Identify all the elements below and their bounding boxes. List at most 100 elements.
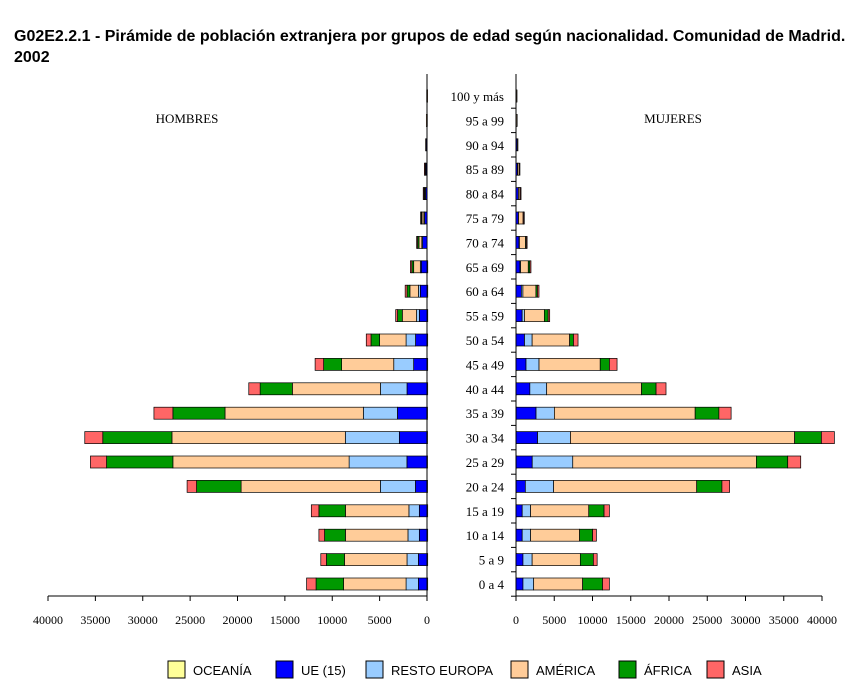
legend-swatch bbox=[618, 660, 637, 679]
hombres-bar-segment bbox=[407, 528, 420, 542]
hombres-bar-segment bbox=[413, 358, 428, 371]
hombres-bar-segment bbox=[315, 577, 344, 591]
age-group-label: 90 a 94 bbox=[466, 138, 505, 153]
x-tick-label: 15000 bbox=[616, 613, 646, 627]
mujeres-bar-segment bbox=[523, 211, 525, 225]
hombres-bar-segment bbox=[408, 504, 420, 518]
hombres-bar-segment bbox=[318, 504, 346, 518]
mujeres-bar-segment bbox=[603, 504, 610, 518]
hombres-bar-segment bbox=[259, 382, 293, 396]
mujeres-bar-segment bbox=[515, 260, 521, 274]
mujeres-bar-segment bbox=[515, 455, 533, 469]
legend-swatch bbox=[275, 660, 294, 679]
mujeres-bar-segment bbox=[530, 504, 590, 518]
mujeres-bar-segment bbox=[609, 358, 618, 371]
age-group-label: 15 a 19 bbox=[466, 504, 504, 519]
hombres-bar-segment bbox=[362, 406, 398, 420]
mujeres-bar-segment bbox=[515, 382, 531, 396]
hombres-bar-segment bbox=[172, 406, 226, 420]
hombres-bar-segment bbox=[344, 431, 400, 444]
age-group-label: 65 a 69 bbox=[466, 260, 504, 275]
hombres-bar-segment bbox=[365, 333, 372, 347]
mujeres-bar-segment bbox=[515, 309, 523, 322]
mujeres-bar-segment bbox=[537, 284, 540, 298]
legend-label: ÁFRICA bbox=[644, 663, 692, 678]
mujeres-bar-segment bbox=[543, 309, 549, 322]
hombres-bar-segment bbox=[84, 431, 104, 444]
hombres-bar-segment bbox=[421, 236, 428, 249]
mujeres-bar-segment bbox=[533, 577, 583, 591]
hombres-bar-segment bbox=[153, 406, 174, 420]
mujeres-bar-segment bbox=[515, 553, 524, 566]
hombres-bar-segment bbox=[409, 284, 419, 298]
legend-swatch bbox=[510, 660, 529, 679]
mujeres-bar-segment bbox=[553, 480, 698, 493]
age-group-label: 60 a 64 bbox=[466, 284, 505, 299]
age-group-label: 10 a 14 bbox=[466, 528, 505, 543]
mujeres-bar-segment bbox=[718, 406, 732, 420]
legend-label: AMÉRICA bbox=[536, 663, 596, 678]
mujeres-bar-segment bbox=[573, 333, 579, 347]
hombres-bar-segment bbox=[419, 309, 428, 322]
hombres-bar-segment bbox=[406, 382, 428, 396]
mujeres-bar-segment bbox=[529, 382, 548, 396]
hombres-bar-segment bbox=[306, 577, 317, 591]
hombres-bar-segment bbox=[248, 382, 261, 396]
x-tick-label: 30000 bbox=[128, 613, 158, 627]
legend-label: OCEANÍA bbox=[193, 663, 252, 678]
hombres-bar-segment bbox=[345, 528, 409, 542]
hombres-bar-segment bbox=[422, 187, 425, 200]
mujeres-bar-segment bbox=[821, 431, 835, 444]
mujeres-panel-label: MUJERES bbox=[644, 111, 702, 126]
hombres-bar-segment bbox=[416, 309, 420, 322]
mujeres-bar-segment bbox=[554, 406, 696, 420]
age-group-label: 80 a 84 bbox=[466, 187, 505, 202]
mujeres-bar-segment bbox=[521, 504, 531, 518]
hombres-bar-segment bbox=[397, 309, 403, 322]
mujeres-bar-segment bbox=[721, 480, 730, 493]
hombres-bar-segment bbox=[323, 358, 342, 371]
hombres-bar-segment bbox=[224, 406, 364, 420]
age-group-label: 35 a 39 bbox=[466, 406, 504, 421]
mujeres-bar-segment bbox=[787, 455, 802, 469]
mujeres-bar-segment bbox=[519, 236, 526, 249]
mujeres-bar-segment bbox=[520, 260, 529, 274]
age-group-label: 50 a 54 bbox=[466, 333, 505, 348]
mujeres-bar-segment bbox=[529, 260, 532, 274]
hombres-bar-segment bbox=[425, 138, 427, 152]
hombres-bar-segment bbox=[240, 480, 381, 493]
age-group-label: 70 a 74 bbox=[466, 235, 505, 250]
hombres-bar-segment bbox=[426, 89, 428, 103]
hombres-bar-segment bbox=[314, 358, 324, 371]
hombres-bar-segment bbox=[196, 480, 242, 493]
x-tick-label: 5000 bbox=[368, 613, 392, 627]
legend-label: RESTO EUROPA bbox=[391, 663, 493, 678]
legend-swatch bbox=[167, 660, 186, 679]
hombres-bar-segment bbox=[341, 358, 395, 371]
mujeres-bar-segment bbox=[515, 236, 520, 249]
age-group-label: 75 a 79 bbox=[466, 211, 504, 226]
hombres-bar-segment bbox=[418, 577, 428, 591]
x-tick-label: 0 bbox=[513, 613, 519, 627]
x-tick-label: 20000 bbox=[654, 613, 684, 627]
mujeres-bar-segment bbox=[599, 358, 610, 371]
mujeres-bar-segment bbox=[515, 577, 524, 591]
age-group-label: 30 a 34 bbox=[466, 431, 505, 446]
hombres-bar-segment bbox=[410, 260, 413, 274]
mujeres-bar-segment bbox=[515, 358, 527, 371]
mujeres-bar-segment bbox=[582, 577, 603, 591]
mujeres-bar-segment bbox=[515, 89, 518, 103]
mujeres-bar-segment bbox=[538, 358, 601, 371]
x-tick-label: 20000 bbox=[223, 613, 253, 627]
hombres-bar-segment bbox=[406, 553, 419, 566]
mujeres-bar-segment bbox=[535, 406, 555, 420]
mujeres-bar-segment bbox=[518, 162, 521, 176]
x-tick-label: 15000 bbox=[270, 613, 300, 627]
hombres-bar-segment bbox=[418, 504, 428, 518]
hombres-bar-segment bbox=[370, 333, 380, 347]
age-group-label: 100 y más bbox=[451, 89, 504, 104]
mujeres-bar-segment bbox=[522, 553, 533, 566]
mujeres-bar-segment bbox=[515, 284, 522, 298]
hombres-bar-segment bbox=[423, 162, 426, 176]
mujeres-bar-segment bbox=[516, 138, 519, 152]
